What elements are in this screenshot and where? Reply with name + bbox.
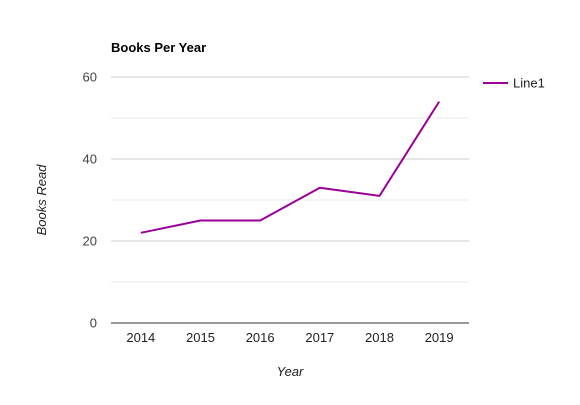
series-line: [141, 102, 439, 233]
series-lines: [141, 102, 439, 233]
x-tick-label: 2016: [246, 330, 275, 345]
x-axis-ticks: 2014 2015 2016 2017 2018 2019: [126, 330, 453, 345]
x-axis-label: Year: [277, 364, 304, 379]
y-tick-label: 20: [83, 234, 97, 249]
chart-title: Books Per Year: [111, 40, 206, 55]
y-axis-label: Books Read: [34, 164, 49, 236]
x-tick-label: 2018: [365, 330, 394, 345]
x-tick-label: 2019: [425, 330, 454, 345]
gridlines: [111, 77, 469, 282]
x-tick-label: 2017: [305, 330, 334, 345]
y-tick-label: 40: [83, 152, 97, 167]
y-axis-ticks: 0 20 40 60: [83, 70, 97, 331]
y-tick-label: 0: [90, 316, 97, 331]
x-tick-label: 2015: [186, 330, 215, 345]
legend: Line1: [483, 76, 545, 91]
x-tick-label: 2014: [126, 330, 155, 345]
y-tick-label: 60: [83, 70, 97, 85]
legend-label: Line1: [513, 76, 545, 91]
